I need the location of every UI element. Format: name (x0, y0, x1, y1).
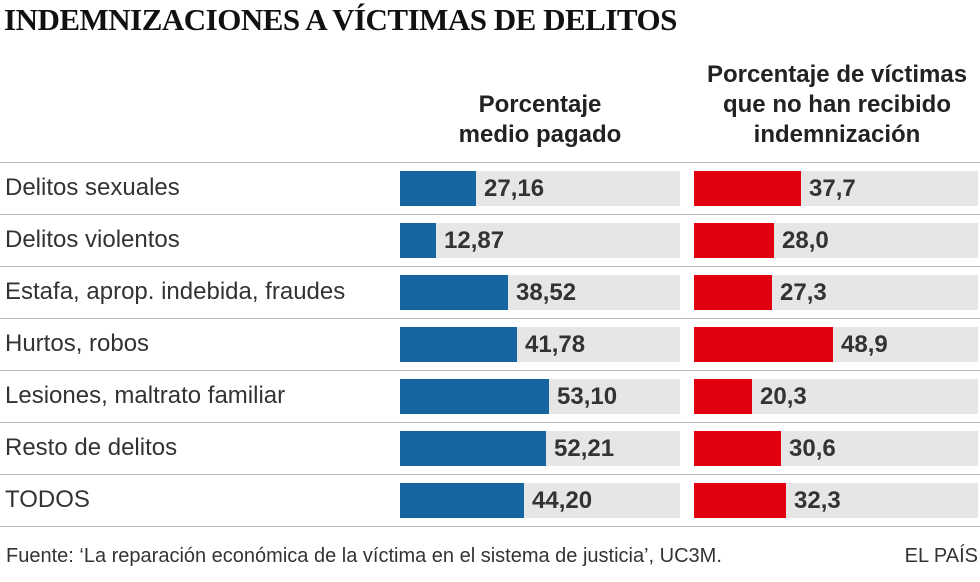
column-header-unpaid: Porcentaje de víctimas que no han recibi… (694, 60, 980, 150)
paid-bar (400, 483, 524, 518)
row-label: Lesiones, maltrato familiar (5, 382, 286, 409)
unpaid-value-label: 20,3 (760, 383, 807, 410)
unpaid-value-label: 30,6 (789, 435, 836, 462)
paid-value-label: 44,20 (532, 487, 593, 514)
row-divider (0, 474, 980, 475)
paid-bar-track: 27,16 (400, 171, 680, 206)
unpaid-value-label: 28,0 (782, 227, 829, 254)
column-header-unpaid-line: que no han recibido (722, 91, 951, 118)
chart-title: INDEMNIZACIONES A VÍCTIMAS DE DELITOS (4, 2, 677, 37)
paid-bar (400, 171, 476, 206)
unpaid-bar (694, 171, 801, 206)
unpaid-bar (694, 275, 772, 310)
source-note: Fuente: ‘La reparación económica de la v… (6, 545, 722, 567)
row-divider (0, 422, 980, 423)
unpaid-bar-track: 28,0 (694, 223, 978, 258)
row-label: TODOS (5, 486, 90, 513)
paid-bar (400, 379, 549, 414)
row-divider (0, 318, 980, 319)
unpaid-bar-track: 48,9 (694, 327, 978, 362)
paid-bar (400, 275, 508, 310)
row-label: Resto de delitos (5, 434, 178, 461)
paid-bar-track: 41,78 (400, 327, 680, 362)
row-divider (0, 214, 980, 215)
unpaid-bar-track: 27,3 (694, 275, 978, 310)
paid-bar-track: 38,52 (400, 275, 680, 310)
paid-value-label: 41,78 (525, 331, 586, 358)
unpaid-bar-track: 30,6 (694, 431, 978, 466)
paid-bar (400, 431, 546, 466)
paid-value-label: 52,21 (554, 435, 615, 462)
unpaid-bar (694, 379, 752, 414)
unpaid-value-label: 27,3 (780, 279, 827, 306)
unpaid-value-label: 37,7 (809, 175, 856, 202)
row-divider (0, 266, 980, 267)
row-label: Hurtos, robos (5, 330, 150, 357)
row-divider (0, 526, 980, 527)
paid-value-label: 27,16 (484, 175, 545, 202)
unpaid-value-label: 48,9 (841, 331, 888, 358)
row-divider (0, 162, 980, 163)
unpaid-bar-track: 32,3 (694, 483, 978, 518)
column-header-paid-line: Porcentaje (478, 91, 602, 118)
paid-bar (400, 223, 436, 258)
row-label: Delitos violentos (5, 226, 180, 253)
row-label: Delitos sexuales (5, 174, 180, 201)
paid-bar-track: 44,20 (400, 483, 680, 518)
paid-bar-track: 52,21 (400, 431, 680, 466)
column-header-unpaid-line: Porcentaje de víctimas (706, 61, 968, 88)
column-header-unpaid-line: indemnización (753, 121, 921, 148)
unpaid-bar-track: 37,7 (694, 171, 978, 206)
unpaid-bar (694, 327, 833, 362)
paid-value-label: 53,10 (557, 383, 618, 410)
column-header-paid-line: medio pagado (458, 121, 622, 148)
column-header-paid: Porcentaje medio pagado (400, 90, 680, 150)
paid-value-label: 38,52 (516, 279, 577, 306)
paid-value-label: 12,87 (444, 227, 505, 254)
brand-logo: EL PAÍS (904, 545, 978, 567)
unpaid-bar-track: 20,3 (694, 379, 978, 414)
unpaid-bar (694, 483, 786, 518)
row-label: Estafa, aprop. indebida, fraudes (5, 278, 346, 305)
paid-bar (400, 327, 517, 362)
unpaid-bar (694, 431, 781, 466)
unpaid-value-label: 32,3 (794, 487, 841, 514)
paid-bar-track: 12,87 (400, 223, 680, 258)
paid-bar-track: 53,10 (400, 379, 680, 414)
unpaid-bar (694, 223, 774, 258)
row-divider (0, 370, 980, 371)
